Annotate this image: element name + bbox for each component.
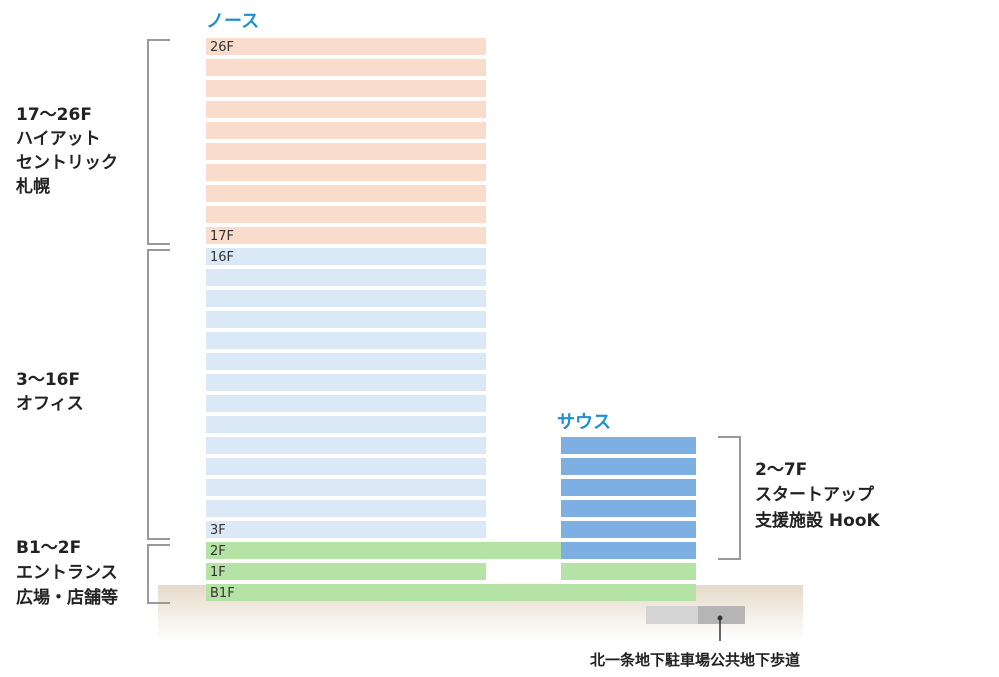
north-floor-1 [206, 38, 486, 55]
south-floor-1f [561, 563, 696, 580]
south-floor-4f [561, 500, 696, 517]
south-floor-3f [561, 521, 696, 538]
north-floor-10 [206, 227, 486, 244]
zone-label-startup: 2～7F スタートアップ 支援施設 HooK [755, 460, 881, 531]
north-floor-20 [206, 437, 486, 454]
floor-label-2F: 2F [210, 544, 226, 559]
south-floor-2f [561, 542, 696, 559]
north-floor-22 [206, 479, 486, 496]
zone-hotel-line-3: セントリック [16, 153, 118, 173]
floor-label-26F: 26F [210, 40, 234, 55]
zone-office-line-1: 3～16F [16, 370, 80, 390]
zone-startup-line-3: 支援施設 HooK [755, 510, 881, 531]
north-floor-14 [206, 311, 486, 328]
south-floor-5f [561, 479, 696, 496]
zone-entrance-line-2: エントランス [16, 563, 118, 583]
walkway-light [646, 606, 698, 624]
north-floor-27 [206, 584, 696, 601]
floor-label-3F: 3F [210, 523, 226, 538]
bracket-office [147, 249, 170, 540]
north-floor-13 [206, 290, 486, 307]
bracket-entrance [147, 544, 170, 604]
north-tower-name: ノース [206, 11, 259, 32]
floor-label-17F: 17F [210, 229, 234, 244]
zone-label-entrance: B1～2F エントランス 広場・店舗等 [16, 538, 118, 608]
north-floor-4 [206, 101, 486, 118]
north-floor-5 [206, 122, 486, 139]
north-floor-26 [206, 563, 486, 580]
zone-office-line-2: オフィス [16, 394, 84, 414]
north-floor-24 [206, 521, 486, 538]
north-tower: 26F 17F 16F 3F 2F 1F B1F [206, 38, 696, 601]
north-floor-23 [206, 500, 486, 517]
zone-hotel-line-1: 17～26F [16, 105, 92, 125]
floor-label-16F: 16F [210, 250, 234, 265]
south-floor-6f [561, 458, 696, 475]
north-floor-16 [206, 353, 486, 370]
north-floor-8 [206, 185, 486, 202]
north-floor-18 [206, 395, 486, 412]
walkway-dark [698, 606, 745, 624]
north-floor-21 [206, 458, 486, 475]
north-floor-12 [206, 269, 486, 286]
south-tower [561, 437, 696, 580]
zone-entrance-line-3: 広場・店舗等 [16, 587, 118, 608]
bracket-hotel [147, 39, 170, 245]
bracket-startup [718, 436, 741, 560]
zone-entrance-line-1: B1～2F [16, 538, 81, 558]
zone-hotel-line-2: ハイアット [16, 129, 101, 149]
north-floor-19 [206, 416, 486, 433]
floor-label-B1F: B1F [210, 586, 235, 601]
north-floor-3 [206, 80, 486, 97]
walkway-caption: 北一条地下駐車場公共地下歩道 [590, 651, 800, 669]
zone-label-office: 3～16F オフィス [16, 370, 84, 414]
walkway-leader-dot [717, 615, 723, 621]
north-floor-7 [206, 164, 486, 181]
north-floor-15 [206, 332, 486, 349]
north-floor-11 [206, 248, 486, 265]
north-floor-2 [206, 59, 486, 76]
zone-label-hotel: 17～26F ハイアット セントリック 札幌 [15, 105, 118, 197]
north-floor-6 [206, 143, 486, 160]
zone-hotel-line-4: 札幌 [15, 176, 50, 197]
floor-label-1F: 1F [210, 565, 226, 580]
north-floor-25 [206, 542, 561, 559]
south-floor-7f [561, 437, 696, 454]
south-tower-name: サウス [557, 412, 611, 433]
north-floor-9 [206, 206, 486, 223]
zone-startup-line-2: スタートアップ [755, 484, 875, 505]
north-floor-17 [206, 374, 486, 391]
zone-startup-line-1: 2～7F [755, 460, 807, 480]
